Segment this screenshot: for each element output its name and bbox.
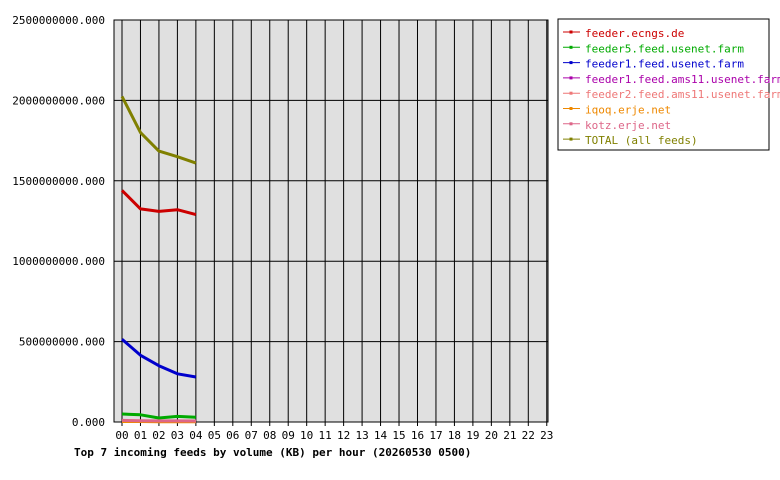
x-tick-label: 17 [429,429,442,442]
plot-border [113,19,549,423]
x-tick-label: 20 [485,429,498,442]
series-line [120,95,197,165]
x-tick-label: 21 [503,429,516,442]
y-tick-label: 2000000000.000 [12,94,105,107]
x-tick-label: 23 [540,429,553,442]
legend-box [557,18,770,151]
chart-title: Top 7 incoming feeds by volume (KB) per … [74,446,471,459]
x-tick-label: 16 [411,429,424,442]
x-tick-label: 15 [392,429,405,442]
legend-label: feeder1.feed.usenet.farm [585,58,744,71]
x-tick-label: 18 [448,429,461,442]
legend-marker [569,107,573,110]
legend-marker [569,91,573,95]
series-line [121,418,196,423]
legend: feeder.ecngs.de feeder5.feed.usenet.farm f… [557,18,780,151]
x-tick-label: 04 [189,429,203,442]
legend-marker [569,137,573,141]
legend-label: TOTAL (all feeds) [585,134,698,147]
legend-marker [569,76,573,80]
plot-area [114,20,548,422]
legend-label: feeder.ecngs.de [585,27,684,40]
x-tick-label: 06 [226,429,239,442]
legend-label: kotz.erje.net [585,119,671,132]
legend-marker [569,45,573,49]
y-tick-label: 0.000 [72,416,105,429]
x-tick-label: 03 [171,429,184,442]
series-line [120,189,197,217]
x-tick-label: 07 [245,429,258,442]
x-tick-label: 02 [152,429,165,442]
y-tick-label: 500000000.000 [19,336,105,349]
x-tick-label: 10 [300,429,313,442]
x-tick-label: 00 [115,429,128,442]
legend-marker [569,122,573,126]
legend-label: feeder1.feed.ams11.usenet.farm [585,73,780,86]
x-tick-label: 12 [337,429,350,442]
legend-marker [569,61,573,65]
series-lines [120,95,197,424]
x-tick-label: 09 [282,429,295,442]
y-tick-label: 2500000000.000 [12,14,105,27]
x-tick-label: 08 [263,429,276,442]
y-axis: 0.000 500000000.000 1000000000.000 15000000… [12,14,105,429]
x-tick-label: 11 [319,429,332,442]
x-tick-label: 19 [466,429,479,442]
x-tick-label: 05 [208,429,221,442]
legend-label: iqoq.erje.net [585,104,671,117]
legend-label: feeder2.feed.ams11.usenet.farm [585,88,780,101]
y-tick-label: 1000000000.000 [12,255,105,268]
y-tick-label: 1500000000.000 [12,175,105,188]
legend-marker [569,30,573,34]
x-tick-label: 13 [355,429,368,442]
series-line [121,338,197,379]
x-tick-label: 14 [374,429,388,442]
x-tick-label: 01 [134,429,147,442]
x-axis: 00 01 02 03 04 05 06 07 08 09 10 11 12 13 14 15 16 17 18 19… [115,422,553,442]
legend-label: feeder5.feed.usenet.farm [585,42,744,55]
x-tick-label: 22 [522,429,535,442]
series-line [121,412,196,420]
